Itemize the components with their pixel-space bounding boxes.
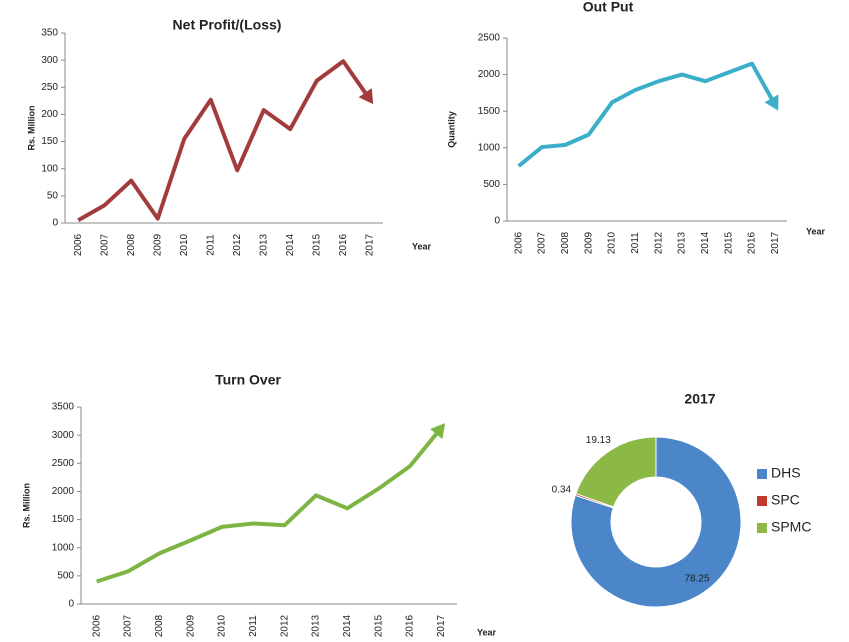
x-axis-label: Year bbox=[412, 241, 432, 251]
x-tick-label: 2010 bbox=[217, 614, 228, 637]
y-tick-label: 2500 bbox=[52, 458, 75, 469]
chart-title: 2017 bbox=[684, 391, 715, 407]
x-tick-label: 2010 bbox=[607, 231, 618, 254]
donut-slice bbox=[570, 436, 742, 608]
x-tick-label: 2010 bbox=[179, 233, 190, 256]
data-label: 78.25 bbox=[684, 573, 709, 584]
x-tick-label: 2009 bbox=[152, 233, 163, 256]
x-tick-label: 2014 bbox=[342, 614, 353, 637]
legend-label: DHS bbox=[771, 465, 801, 481]
y-tick-label: 1500 bbox=[52, 514, 75, 525]
legend-swatch bbox=[757, 469, 767, 479]
chart-title: Turn Over bbox=[215, 372, 281, 388]
chart-title: Out Put bbox=[583, 0, 634, 15]
x-tick-label: 2014 bbox=[700, 231, 711, 254]
x-tick-label: 2013 bbox=[258, 233, 269, 256]
line-series bbox=[77, 59, 372, 223]
x-tick-label: 2016 bbox=[747, 231, 758, 254]
y-tick-label: 300 bbox=[41, 55, 58, 66]
x-tick-label: 2006 bbox=[73, 233, 84, 256]
x-tick-label: 2012 bbox=[232, 233, 243, 256]
y-tick-label: 2000 bbox=[52, 486, 75, 497]
data-label: 0.34 bbox=[552, 484, 572, 495]
legend-swatch bbox=[757, 496, 767, 506]
x-tick-label: 2011 bbox=[630, 232, 641, 254]
y-tick-label: 1500 bbox=[478, 106, 501, 117]
y-tick-label: 2000 bbox=[478, 69, 501, 80]
x-axis-label: Year bbox=[477, 627, 497, 637]
y-tick-label: 500 bbox=[57, 570, 74, 581]
y-tick-label: 500 bbox=[483, 179, 500, 190]
x-tick-label: 2007 bbox=[537, 231, 548, 254]
y-axis-label: Quantity bbox=[446, 111, 456, 148]
x-tick-label: 2012 bbox=[653, 231, 664, 254]
legend-label: SPC bbox=[771, 492, 800, 508]
arrow-head bbox=[764, 94, 779, 111]
y-tick-label: 0 bbox=[68, 599, 74, 610]
y-tick-label: 350 bbox=[41, 28, 58, 39]
x-tick-label: 2007 bbox=[99, 233, 110, 256]
donut-slice bbox=[575, 436, 657, 508]
y-axis-label: Rs. Million bbox=[26, 106, 36, 151]
x-tick-label: 2011 bbox=[248, 615, 259, 637]
y-axis-label: Rs. Million bbox=[21, 483, 31, 528]
legend-swatch bbox=[757, 523, 767, 533]
y-tick-label: 250 bbox=[41, 82, 58, 93]
line-series bbox=[517, 61, 778, 168]
x-tick-label: 2015 bbox=[311, 233, 322, 256]
chart-title: Net Profit/(Loss) bbox=[173, 17, 282, 33]
line-series bbox=[96, 426, 443, 584]
arrow-head bbox=[358, 88, 374, 105]
y-tick-label: 3000 bbox=[52, 430, 75, 441]
x-tick-label: 2006 bbox=[513, 231, 524, 254]
x-tick-label: 2017 bbox=[436, 614, 447, 637]
x-tick-label: 2014 bbox=[285, 233, 296, 256]
arrow-head bbox=[430, 423, 446, 440]
x-tick-label: 2015 bbox=[373, 614, 384, 637]
y-tick-label: 50 bbox=[47, 190, 59, 201]
y-tick-label: 150 bbox=[41, 136, 58, 147]
y-tick-label: 1000 bbox=[52, 542, 75, 553]
y-tick-label: 200 bbox=[41, 109, 58, 120]
x-tick-label: 2012 bbox=[279, 614, 290, 637]
x-tick-label: 2016 bbox=[338, 233, 349, 256]
x-tick-label: 2017 bbox=[364, 233, 375, 256]
x-tick-label: 2006 bbox=[91, 614, 102, 637]
x-tick-label: 2008 bbox=[126, 233, 137, 256]
y-tick-label: 100 bbox=[41, 163, 58, 174]
y-tick-label: 0 bbox=[494, 216, 500, 227]
x-tick-label: 2009 bbox=[185, 614, 196, 637]
y-tick-label: 1000 bbox=[478, 142, 501, 153]
x-tick-label: 2008 bbox=[560, 231, 571, 254]
x-tick-label: 2008 bbox=[154, 614, 165, 637]
x-tick-label: 2009 bbox=[583, 231, 594, 254]
x-tick-label: 2016 bbox=[405, 614, 416, 637]
data-label: 19.13 bbox=[586, 435, 611, 446]
x-tick-label: 2011 bbox=[205, 234, 216, 256]
x-tick-label: 2013 bbox=[311, 614, 322, 637]
y-tick-label: 3500 bbox=[52, 402, 75, 413]
y-tick-label: 0 bbox=[52, 218, 58, 229]
x-axis-label: Year bbox=[806, 226, 826, 236]
x-tick-label: 2007 bbox=[123, 614, 134, 637]
x-tick-label: 2017 bbox=[770, 231, 781, 254]
x-tick-label: 2015 bbox=[723, 231, 734, 254]
x-tick-label: 2013 bbox=[677, 231, 688, 254]
legend-label: SPMC bbox=[771, 519, 811, 535]
y-tick-label: 2500 bbox=[478, 33, 501, 44]
